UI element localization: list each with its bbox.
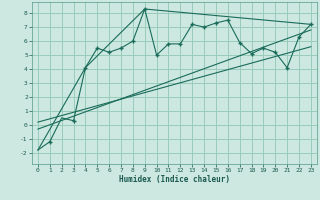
X-axis label: Humidex (Indice chaleur): Humidex (Indice chaleur) [119, 175, 230, 184]
